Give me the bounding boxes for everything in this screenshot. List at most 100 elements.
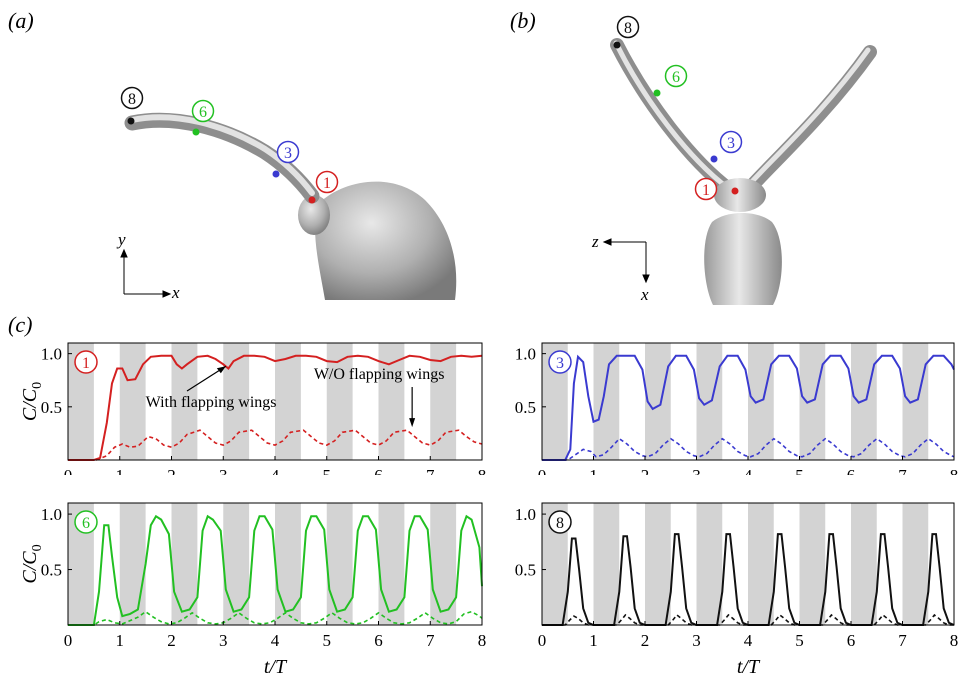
- shaded-band: [645, 503, 671, 625]
- head-b: [714, 178, 766, 212]
- y-axis-label: C/C0: [19, 382, 45, 421]
- shaded-band: [430, 343, 457, 460]
- probe-dot-6: [192, 128, 200, 136]
- x-tick-label: 3: [692, 466, 701, 475]
- x-tick-label: 7: [898, 466, 907, 475]
- x-tick-label: 6: [374, 631, 383, 650]
- probe-marker-6: 6: [191, 99, 215, 123]
- probe-markers-a: 8 6 3 1: [120, 86, 339, 194]
- chart-probe-1: 0 1 2 3 4 5 6 7 8 0.5 1.0 1 C/C0 With flapping wings W…: [19, 342, 487, 475]
- svg-text:6: 6: [199, 104, 207, 121]
- annotation-arrowhead-without: [409, 418, 416, 428]
- axis-label-x-b: x: [640, 285, 649, 304]
- probe-dot-6b: [653, 89, 661, 97]
- x-tick-label: 7: [426, 466, 435, 475]
- x-tick-label: 6: [847, 466, 856, 475]
- y-tick-label: 1.0: [515, 345, 536, 364]
- svg-text:3: 3: [727, 135, 735, 152]
- x-tick-label: 0: [64, 466, 73, 475]
- series-line-with-wings: [542, 354, 955, 461]
- shaded-band: [326, 503, 353, 625]
- svg-text:3: 3: [284, 145, 292, 162]
- x-tick-label: 3: [219, 631, 228, 650]
- svg-text:1: 1: [323, 175, 331, 192]
- shaded-band: [275, 343, 301, 460]
- axis-label-x-a: x: [171, 283, 180, 302]
- chart-probe-8: 0 1 2 3 4 5 6 7 8 0.5 1.0 8 t/T: [515, 502, 958, 678]
- x-tick-label: 4: [744, 631, 753, 650]
- chart-probe-6: 0 1 2 3 4 5 6 7 8 0.5 1.0 6 C/C0 t/T: [19, 502, 487, 678]
- probe-marker-1b: 1: [694, 177, 718, 201]
- annotation-with-wings: With flapping wings: [146, 394, 277, 411]
- top-view-antenna: [610, 38, 877, 305]
- x-tick-label: 7: [426, 631, 435, 650]
- shaded-band: [223, 343, 250, 460]
- panel-label-b: (b): [510, 8, 536, 33]
- x-tick-label: 1: [116, 631, 125, 650]
- x-tick-label: 1: [589, 631, 598, 650]
- x-tick-label: 8: [478, 466, 487, 475]
- panel-label-a: (a): [8, 8, 34, 33]
- shaded-band: [851, 503, 877, 625]
- x-tick-label: 2: [167, 466, 176, 475]
- probe-badge: [548, 350, 572, 374]
- svg-text:8: 8: [128, 91, 136, 108]
- series-line-with-wings: [68, 514, 483, 626]
- probe-badge-label: 3: [556, 355, 564, 372]
- x-tick-label: 8: [950, 466, 959, 475]
- y-tick-label: 0.5: [515, 561, 536, 580]
- x-axis-label: t/T: [737, 656, 761, 678]
- shaded-band: [645, 343, 671, 460]
- shaded-band: [430, 503, 457, 625]
- annotation-without-wings: W/O flapping wings: [314, 366, 445, 383]
- shaded-band: [119, 503, 146, 625]
- probe-badge: [74, 510, 98, 534]
- x-tick-label: 4: [271, 631, 280, 650]
- head-a: [298, 195, 330, 235]
- chart-probe-3: 0 1 2 3 4 5 6 7 8 0.5 1.0 3: [515, 342, 959, 475]
- x-tick-label: 0: [538, 466, 547, 475]
- antenna-illustrations: 8 6 3 1 y x: [116, 15, 877, 305]
- shaded-band: [593, 503, 620, 625]
- x-tick-label: 0: [538, 631, 547, 650]
- y-axis-label: C/C0: [19, 544, 45, 583]
- x-tick-label: 4: [271, 466, 280, 475]
- x-tick-label: 5: [323, 466, 332, 475]
- probe-dot-1b: [731, 187, 739, 195]
- shaded-band: [223, 503, 250, 625]
- y-tick-label: 0.5: [41, 398, 62, 417]
- side-view-antenna: [124, 112, 457, 300]
- x-tick-label: 5: [795, 466, 804, 475]
- series-line-without-wings: [68, 610, 483, 626]
- probe-dot-3: [272, 170, 280, 178]
- x-tick-label: 3: [219, 466, 228, 475]
- probe-markers-b: 8 6 3 1: [616, 15, 743, 201]
- probe-marker-6b: 6: [664, 64, 688, 88]
- x-axis-label: t/T: [264, 656, 288, 678]
- probe-badge-label: 1: [82, 355, 90, 372]
- y-tick-label: 0.5: [41, 561, 62, 580]
- probe-dot-1: [308, 196, 316, 204]
- svg-text:6: 6: [672, 69, 680, 86]
- probe-dot-8b: [613, 41, 621, 49]
- series-line-with-wings: [68, 354, 483, 461]
- x-tick-label: 8: [478, 631, 487, 650]
- svg-text:1: 1: [702, 182, 710, 199]
- probe-badge-label: 6: [82, 515, 90, 532]
- x-tick-label: 5: [795, 631, 804, 650]
- series-line-without-wings: [542, 437, 955, 461]
- svg-text:8: 8: [624, 20, 632, 37]
- y-tick-label: 0.5: [515, 398, 536, 417]
- axes-indicator-b: [602, 238, 650, 284]
- probe-marker-3: 3: [276, 140, 300, 164]
- body-a: [315, 181, 457, 300]
- probe-dot-3b: [710, 155, 718, 163]
- shaded-band: [171, 503, 198, 625]
- axes-indicator-a: [120, 248, 172, 298]
- y-tick-label: 1.0: [515, 505, 536, 524]
- x-tick-label: 4: [744, 466, 753, 475]
- series-line-without-wings: [68, 429, 483, 461]
- shaded-band: [748, 503, 774, 625]
- shaded-band: [378, 503, 405, 625]
- y-tick-label: 1.0: [41, 345, 62, 364]
